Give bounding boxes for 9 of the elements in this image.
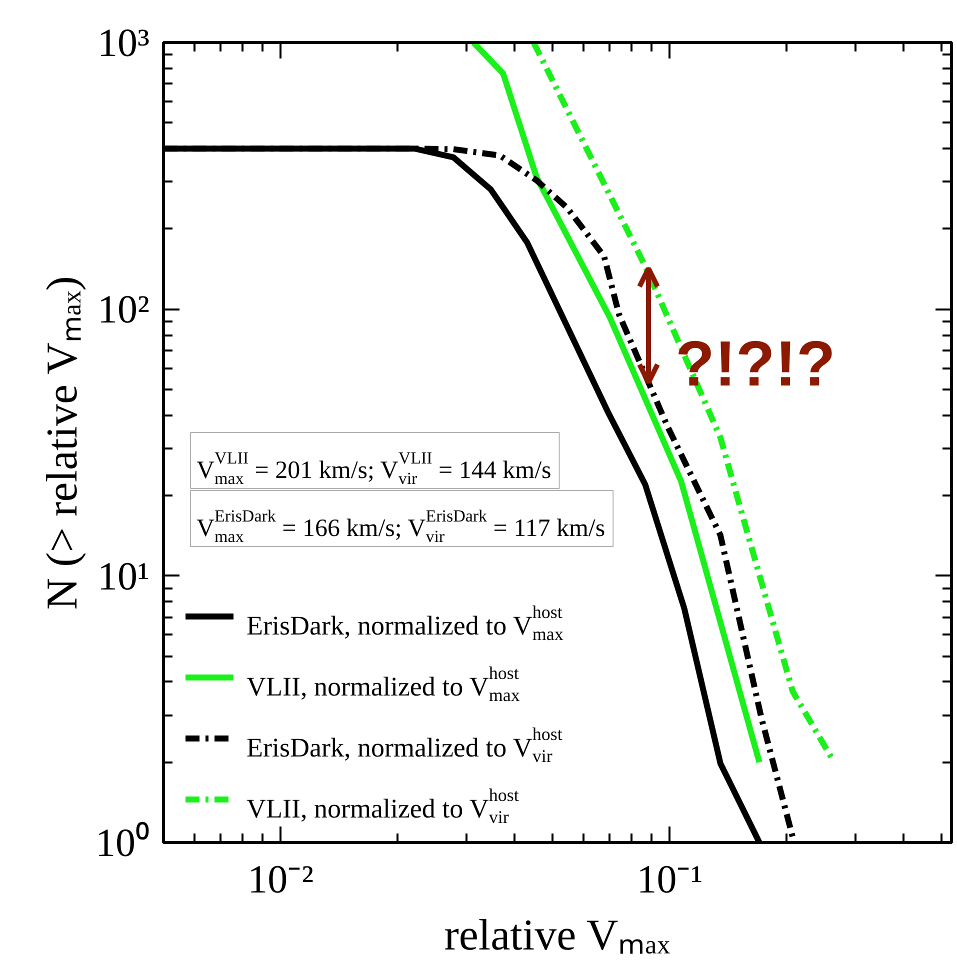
y-tick-label: 10² [98, 286, 150, 332]
y-tick-label: 10³ [98, 20, 150, 65]
x-tick-label: 10⁻² [248, 856, 314, 902]
y-tick-label: 10⁰ [96, 820, 150, 865]
x-axis-title: relative Vₘₐₓ [444, 910, 670, 960]
annotation: ?!?!? [676, 328, 836, 400]
y-tick-label: 10¹ [98, 553, 150, 598]
x-tick-label: 10⁻¹ [636, 856, 703, 902]
y-axis-title: N (> relative Vₘₐₓ) [38, 276, 86, 610]
